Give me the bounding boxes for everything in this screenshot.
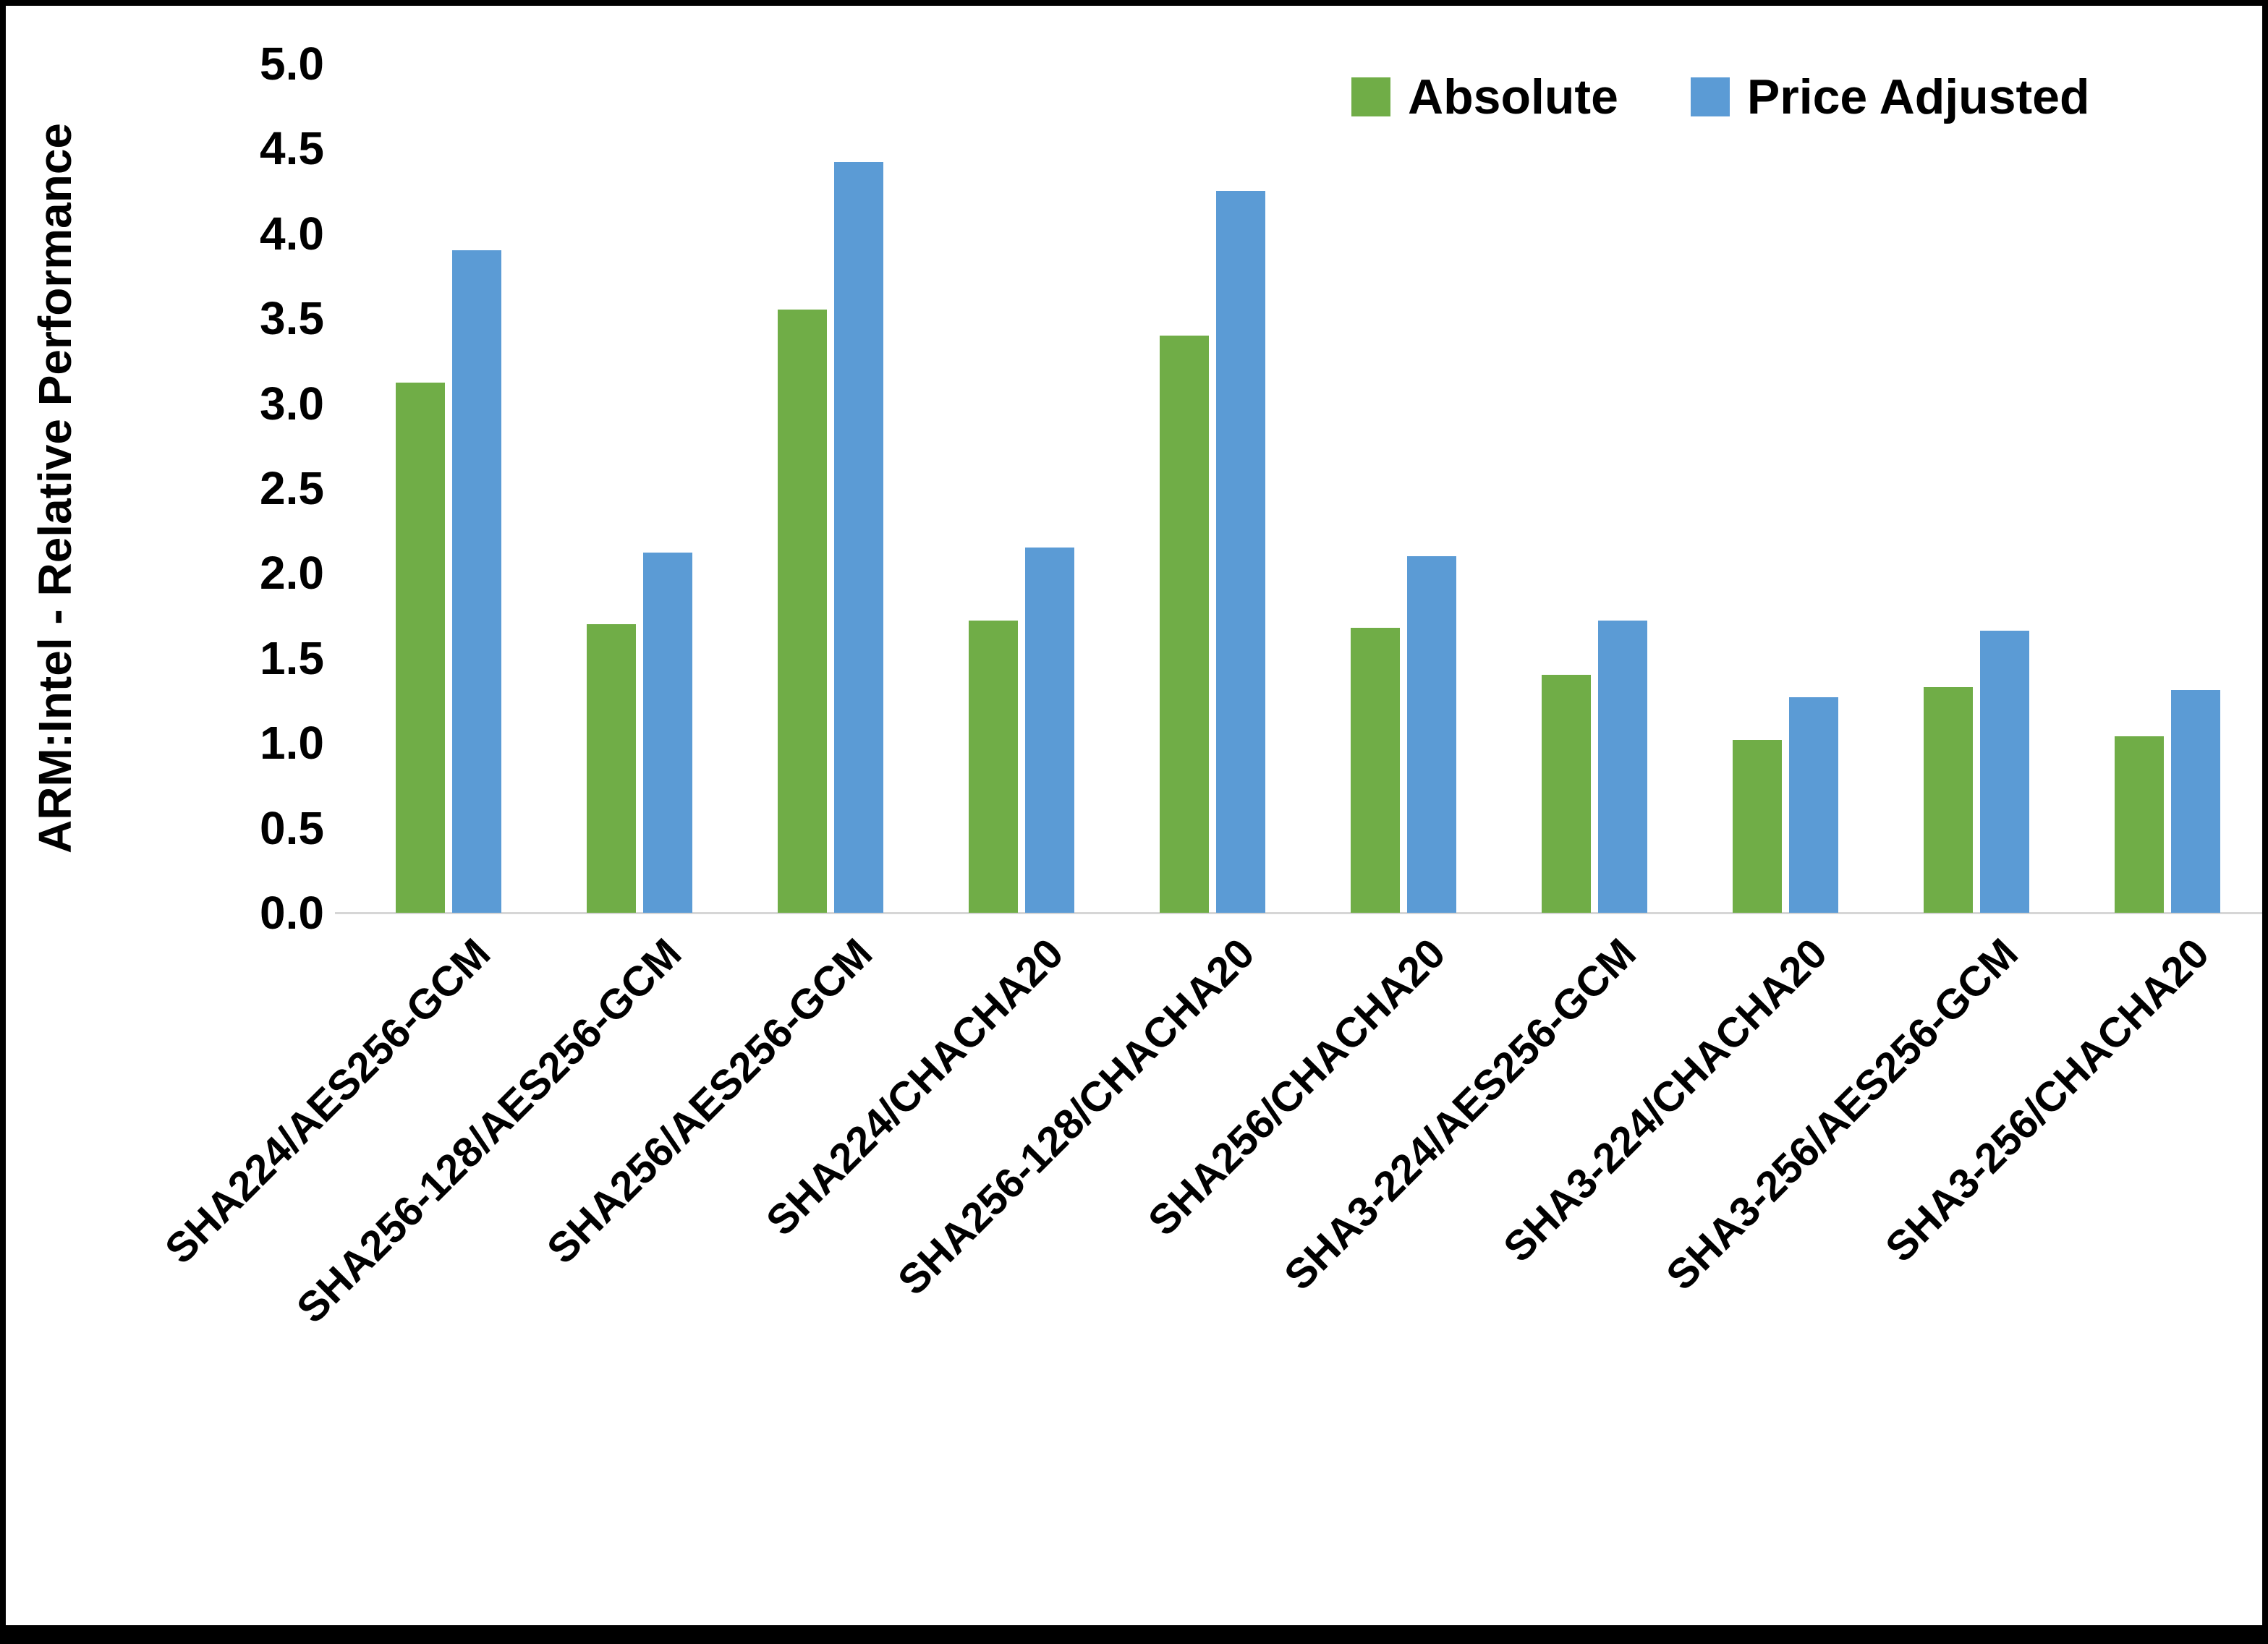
- x-axis-label: SHA3-224/CHACHA20: [1495, 929, 1837, 1272]
- x-axis-label: SHA256-128/AES256-GCM: [287, 929, 691, 1332]
- y-tick-label: 3.0: [260, 377, 324, 430]
- bar-price-adjusted: [1407, 555, 1456, 913]
- x-axis-label: SHA256-128/CHACHA20: [888, 929, 1264, 1305]
- y-tick-label: 1.0: [260, 717, 324, 770]
- bar-price-adjusted: [2171, 690, 2220, 913]
- bar-absolute: [396, 383, 445, 913]
- bar-price-adjusted: [452, 250, 501, 913]
- x-axis-label: SHA224/AES256-GCM: [156, 929, 500, 1273]
- bar-price-adjusted: [1025, 548, 1074, 913]
- legend: Absolute Price Adjusted: [1351, 72, 2090, 122]
- y-tick-label: 1.5: [260, 631, 324, 684]
- bar-price-adjusted: [643, 553, 692, 913]
- legend-label-price-adjusted: Price Adjusted: [1746, 69, 2090, 124]
- bar-price-adjusted: [1789, 697, 1838, 913]
- x-axis-label: SHA3-224/AES256-GCM: [1275, 929, 1646, 1300]
- y-tick-label: 3.5: [260, 292, 324, 345]
- bar-absolute: [1160, 335, 1209, 913]
- bar-absolute: [778, 310, 827, 913]
- x-axis-line: [335, 912, 2262, 914]
- x-axis-label: SHA256/AES256-GCM: [538, 929, 882, 1273]
- x-axis-label: SHA3-256/AES256-GCM: [1657, 929, 2028, 1300]
- bar-price-adjusted: [1980, 631, 2029, 913]
- plot-area: [335, 64, 2262, 914]
- bar-absolute: [969, 621, 1018, 913]
- legend-item-price-adjusted: Price Adjusted: [1690, 69, 2090, 124]
- y-tick-label: 2.5: [260, 462, 324, 514]
- y-axis-title: ARM:Intel - Relative Performance: [12, 64, 98, 913]
- x-axis-label: SHA3-256/CHACHA20: [1877, 929, 2219, 1272]
- y-tick-label: 0.5: [260, 801, 324, 854]
- legend-swatch-price-adjusted: [1690, 77, 1730, 116]
- bar-absolute: [587, 623, 636, 913]
- y-axis-title-text: ARM:Intel - Relative Performance: [29, 122, 81, 854]
- x-axis-labels: SHA224/AES256-GCM SHA256-128/AES256-GCM SH…: [156, 929, 2262, 1451]
- bar-price-adjusted: [1598, 621, 1647, 913]
- y-tick-label: 5.0: [260, 38, 324, 90]
- y-tick-label: 4.0: [260, 207, 324, 260]
- bar-absolute: [1733, 739, 1782, 913]
- bar-price-adjusted: [834, 162, 883, 913]
- y-tick-label: 4.5: [260, 122, 324, 175]
- bar-absolute: [1351, 627, 1400, 913]
- y-tick-label: 2.0: [260, 547, 324, 600]
- bar-price-adjusted: [1216, 191, 1265, 913]
- legend-swatch-absolute: [1351, 77, 1390, 116]
- bar-absolute: [1924, 686, 1973, 913]
- y-tick-label: 0.0: [260, 887, 324, 939]
- legend-item-absolute: Absolute: [1351, 72, 1618, 122]
- bar-absolute: [1542, 675, 1591, 913]
- legend-label-absolute: Absolute: [1408, 69, 1618, 124]
- y-axis-ticks: 0.0 0.5 1.0 1.5 2.0 2.5 3.0 3.5 4.0 4.5 5.0: [136, 38, 324, 939]
- bar-absolute: [2115, 736, 2164, 913]
